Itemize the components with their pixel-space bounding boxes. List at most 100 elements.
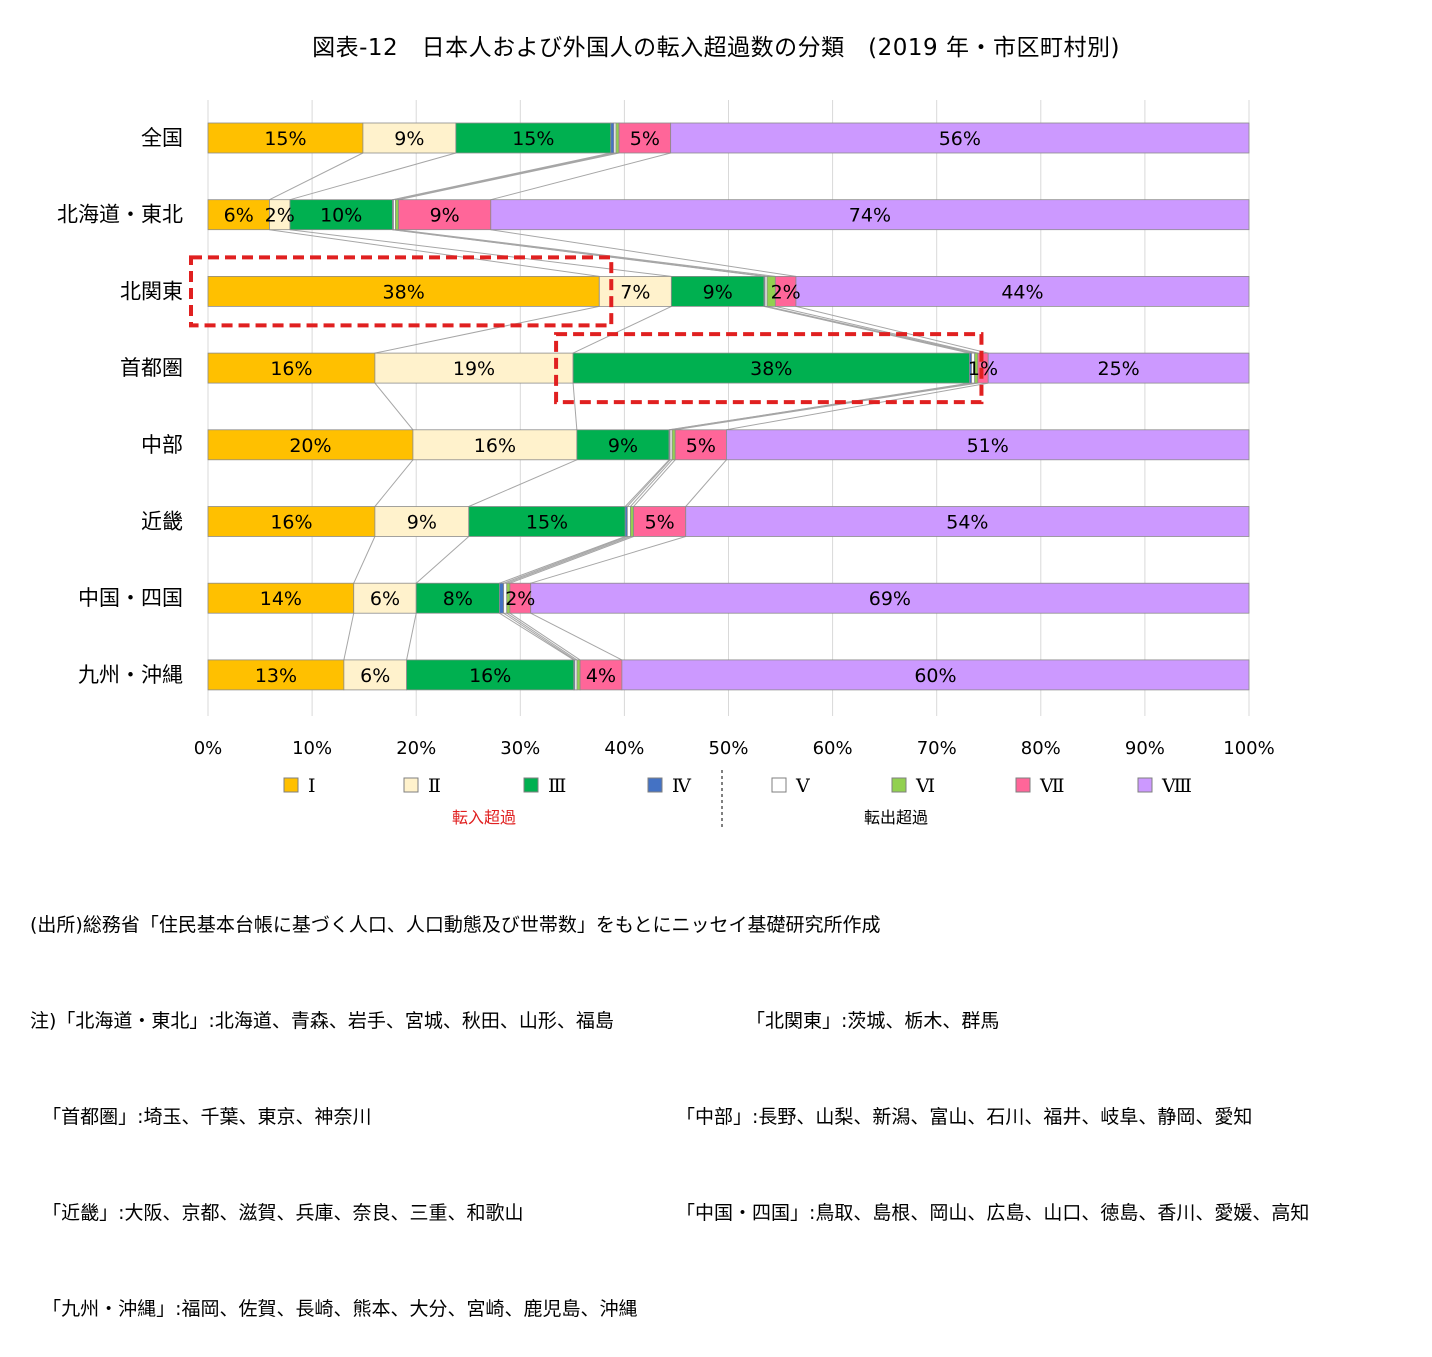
legend-label: Ⅱ bbox=[428, 775, 441, 797]
x-tick-label: 90% bbox=[1125, 738, 1165, 759]
data-label: 15% bbox=[526, 512, 568, 534]
highlight-boxes bbox=[189, 255, 984, 405]
bar-segment bbox=[572, 352, 970, 384]
series-line bbox=[530, 536, 686, 584]
bar-segment bbox=[415, 582, 500, 614]
bar-segment bbox=[353, 582, 417, 614]
legend-label: Ⅲ bbox=[548, 775, 566, 797]
bar-segment bbox=[207, 582, 355, 614]
legend-label: Ⅷ bbox=[1161, 775, 1192, 797]
data-label: 19% bbox=[453, 358, 495, 380]
series-line bbox=[269, 152, 364, 201]
x-tick-label: 100% bbox=[1223, 738, 1274, 759]
bar-segment bbox=[633, 506, 687, 537]
series-line bbox=[509, 612, 581, 661]
series-line bbox=[415, 536, 470, 584]
series-line bbox=[499, 612, 575, 661]
bar-segment bbox=[671, 429, 676, 461]
data-label: 9% bbox=[703, 281, 733, 303]
bar-segment bbox=[343, 659, 407, 691]
bar-segment bbox=[610, 122, 615, 154]
series-line bbox=[353, 536, 376, 584]
bar-segment bbox=[207, 352, 376, 384]
bar-segment bbox=[207, 275, 600, 307]
series-line bbox=[503, 612, 576, 661]
data-label: 7% bbox=[620, 281, 650, 303]
bar-segment bbox=[468, 506, 626, 537]
note-right: 「中部」:長野、山梨、新潟、富山、石川、福井、岐阜、静岡、愛知 bbox=[676, 1106, 1253, 1128]
data-label: 74% bbox=[849, 205, 891, 227]
series-line bbox=[503, 536, 628, 584]
data-label: 2% bbox=[505, 588, 535, 610]
note-row-2: 「近畿」:大阪、京都、滋賀、兵庫、奈良、三重、和歌山 「中国・四国」:鳥取、島根、… bbox=[30, 1197, 1309, 1229]
bar-segment bbox=[576, 429, 670, 461]
bar-segment bbox=[618, 122, 672, 154]
bar-segment bbox=[630, 506, 634, 537]
gridlines bbox=[207, 100, 1250, 716]
data-label: 69% bbox=[869, 588, 911, 610]
data-label: 2% bbox=[265, 205, 295, 227]
data-label: 44% bbox=[1001, 281, 1043, 303]
legend-label: Ⅰ bbox=[308, 775, 316, 797]
legend-swatch bbox=[523, 777, 539, 793]
x-tick-label: 30% bbox=[500, 738, 540, 759]
data-label: 6% bbox=[370, 588, 400, 610]
bar-segment bbox=[685, 506, 1250, 537]
series-lines bbox=[269, 152, 989, 661]
category-label: 九州・沖縄 bbox=[78, 663, 183, 687]
series-line bbox=[468, 459, 578, 507]
bar-segment bbox=[207, 429, 414, 461]
data-label: 16% bbox=[469, 665, 511, 687]
series-line bbox=[490, 152, 671, 201]
series-line bbox=[775, 305, 978, 354]
bar-segment bbox=[374, 506, 470, 537]
data-label: 38% bbox=[383, 281, 425, 303]
bar-segment bbox=[395, 199, 399, 231]
data-label: 15% bbox=[264, 128, 306, 150]
note-right: 「北関東」:茨城、栃木、群馬 bbox=[746, 1010, 1000, 1032]
bar-segment bbox=[726, 429, 1250, 461]
x-tick-label: 20% bbox=[396, 738, 436, 759]
data-label: 10% bbox=[320, 205, 362, 227]
data-label: 14% bbox=[260, 588, 302, 610]
bars bbox=[207, 122, 1250, 691]
bar-segment bbox=[615, 122, 620, 154]
data-label: 25% bbox=[1097, 358, 1139, 380]
series-line bbox=[530, 612, 623, 661]
data-label: 15% bbox=[512, 128, 554, 150]
legend-group-label: 転出超過 bbox=[864, 808, 928, 827]
legend-label: Ⅶ bbox=[1039, 775, 1065, 797]
legend-label: Ⅵ bbox=[915, 775, 935, 797]
x-tick-label: 10% bbox=[292, 738, 332, 759]
legend-swatch bbox=[771, 777, 787, 793]
category-label: 北海道・東北 bbox=[57, 203, 183, 227]
category-label: 首都圏 bbox=[120, 356, 183, 380]
x-tick-label: 60% bbox=[813, 738, 853, 759]
series-line bbox=[289, 229, 672, 277]
note-left: 「九州・沖縄」:福岡、佐賀、長崎、熊本、大分、宮崎、鹿児島、沖縄 bbox=[30, 1298, 638, 1320]
bar-segment bbox=[490, 199, 1250, 231]
data-label: 6% bbox=[360, 665, 390, 687]
data-label: 51% bbox=[967, 435, 1009, 457]
data-label: 9% bbox=[608, 435, 638, 457]
category-label: 近畿 bbox=[141, 510, 183, 534]
legend-swatch bbox=[403, 777, 419, 793]
bar-segment bbox=[795, 275, 1250, 307]
bar-segment bbox=[670, 122, 1250, 154]
bar-segment bbox=[530, 582, 1250, 614]
data-label: 8% bbox=[443, 588, 473, 610]
series-line bbox=[269, 229, 600, 277]
note-left: 「首都圏」:埼玉、千葉、東京、神奈川 bbox=[30, 1106, 372, 1128]
legend-swatch bbox=[891, 777, 907, 793]
data-label: 20% bbox=[289, 435, 331, 457]
x-tick-label: 50% bbox=[708, 738, 748, 759]
legend-swatch bbox=[1137, 777, 1153, 793]
bar-segment bbox=[621, 659, 1250, 691]
data-label: 4% bbox=[586, 665, 616, 687]
data-label: 5% bbox=[645, 512, 675, 534]
data-label: 38% bbox=[750, 358, 792, 380]
bar-segment bbox=[499, 582, 505, 614]
highlight-box bbox=[554, 332, 984, 405]
legend-label: Ⅴ bbox=[795, 775, 810, 797]
